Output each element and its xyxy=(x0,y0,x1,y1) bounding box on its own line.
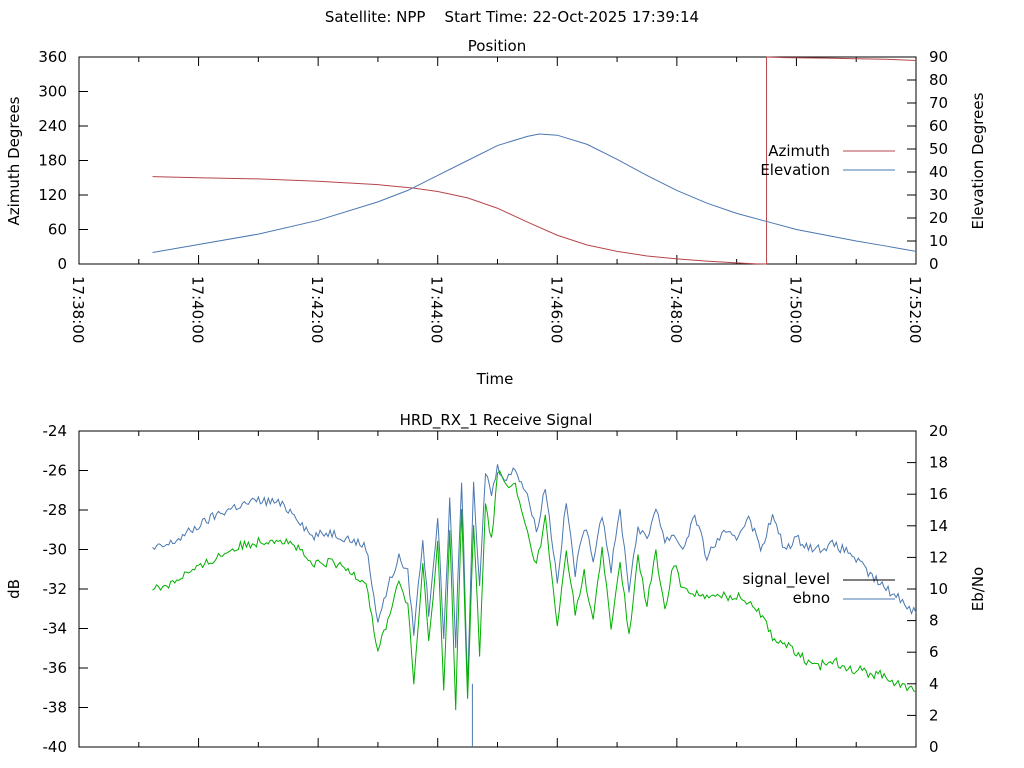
elevation-line xyxy=(152,133,917,253)
elevation-axis-label: Elevation Degrees xyxy=(969,92,987,229)
y2-tick-label: 20 xyxy=(929,422,948,440)
y2-tick-label: 30 xyxy=(929,186,948,204)
position-chart-lines xyxy=(152,56,917,265)
x-tick-label: 17:42:00 xyxy=(308,276,326,343)
azimuth-axis-label: Azimuth Degrees xyxy=(5,96,23,225)
y2-tick-label: 10 xyxy=(929,580,948,598)
position-legend: Azimuth Elevation xyxy=(760,142,895,179)
azimuth-line xyxy=(152,176,767,265)
y2-tick-label: 90 xyxy=(929,48,948,66)
y2-tick-label: 6 xyxy=(929,643,939,661)
figure-title: Satellite: NPP Start Time: 22-Oct-2025 1… xyxy=(325,8,699,26)
x-tick-label: 17:46:00 xyxy=(547,276,565,343)
y-tick-label: -32 xyxy=(43,580,68,598)
y-tick-label: 240 xyxy=(38,117,67,135)
position-chart-title: Position xyxy=(468,37,526,55)
y-tick-label: -36 xyxy=(43,659,68,677)
y2-tick-label: 12 xyxy=(929,548,948,566)
x-tick-label: 17:52:00 xyxy=(906,276,924,343)
legend-elevation-label: Elevation xyxy=(760,161,830,179)
ebno-axis-label: Eb/No xyxy=(969,567,987,611)
y-tick-label: -24 xyxy=(43,422,68,440)
legend-signal-level-label: signal_level xyxy=(742,570,830,589)
y-tick-label: 360 xyxy=(38,48,67,66)
y2-tick-label: 50 xyxy=(929,140,948,158)
x-tick-label: 17:48:00 xyxy=(667,276,685,343)
y-tick-label: -38 xyxy=(43,699,68,717)
y2-tick-label: 60 xyxy=(929,117,948,135)
y-tick-label: -30 xyxy=(43,541,68,559)
y2-tick-label: 0 xyxy=(929,738,939,756)
y2-tick-label: 2 xyxy=(929,706,939,724)
y-tick-label: -26 xyxy=(43,462,68,480)
y2-tick-label: 20 xyxy=(929,209,948,227)
ebno-trace xyxy=(152,464,917,687)
position-chart-axes: 17:38:00 17:40:00 17:42:00 17:44:00 17:46:00… xyxy=(38,48,948,343)
x-tick-label: 17:50:00 xyxy=(786,276,804,343)
y-tick-label: 60 xyxy=(48,221,67,239)
y-tick-label: -28 xyxy=(43,501,68,519)
signal-level-trace xyxy=(152,469,917,711)
signal-chart-axes: -40 -38 -36 -34 -32 -30 -28 -26 -24 0 2 4 6 8 10 12 14 16… xyxy=(43,422,949,756)
signal-chart-lines xyxy=(152,464,917,747)
y-tick-label: 0 xyxy=(57,255,67,273)
y2-tick-label: 16 xyxy=(929,485,948,503)
y-tick-label: -34 xyxy=(43,620,68,638)
y2-tick-label: 14 xyxy=(929,517,948,535)
y-tick-label: 300 xyxy=(38,83,67,101)
y2-tick-label: 40 xyxy=(929,163,948,181)
y2-tick-label: 4 xyxy=(929,675,939,693)
y2-tick-label: 0 xyxy=(929,255,939,273)
y2-tick-label: 80 xyxy=(929,71,948,89)
legend-azimuth-label: Azimuth xyxy=(768,142,830,160)
y2-tick-label: 70 xyxy=(929,94,948,112)
y2-tick-label: 18 xyxy=(929,454,948,472)
x-tick-label: 17:44:00 xyxy=(428,276,446,343)
azimuth-line xyxy=(766,56,917,61)
db-axis-label: dB xyxy=(5,579,23,599)
y2-tick-label: 8 xyxy=(929,612,939,630)
legend-ebno-label: ebno xyxy=(793,589,830,607)
y-tick-label: 120 xyxy=(38,186,67,204)
time-axis-label: Time xyxy=(476,370,514,388)
signal-chart-title: HRD_RX_1 Receive Signal xyxy=(400,411,593,430)
x-tick-label: 17:38:00 xyxy=(69,276,87,343)
y-tick-label: 180 xyxy=(38,152,67,170)
signal-legend: signal_level ebno xyxy=(742,570,895,607)
x-tick-label: 17:40:00 xyxy=(189,276,207,343)
y-tick-label: -40 xyxy=(43,738,68,756)
y2-tick-label: 10 xyxy=(929,232,948,250)
